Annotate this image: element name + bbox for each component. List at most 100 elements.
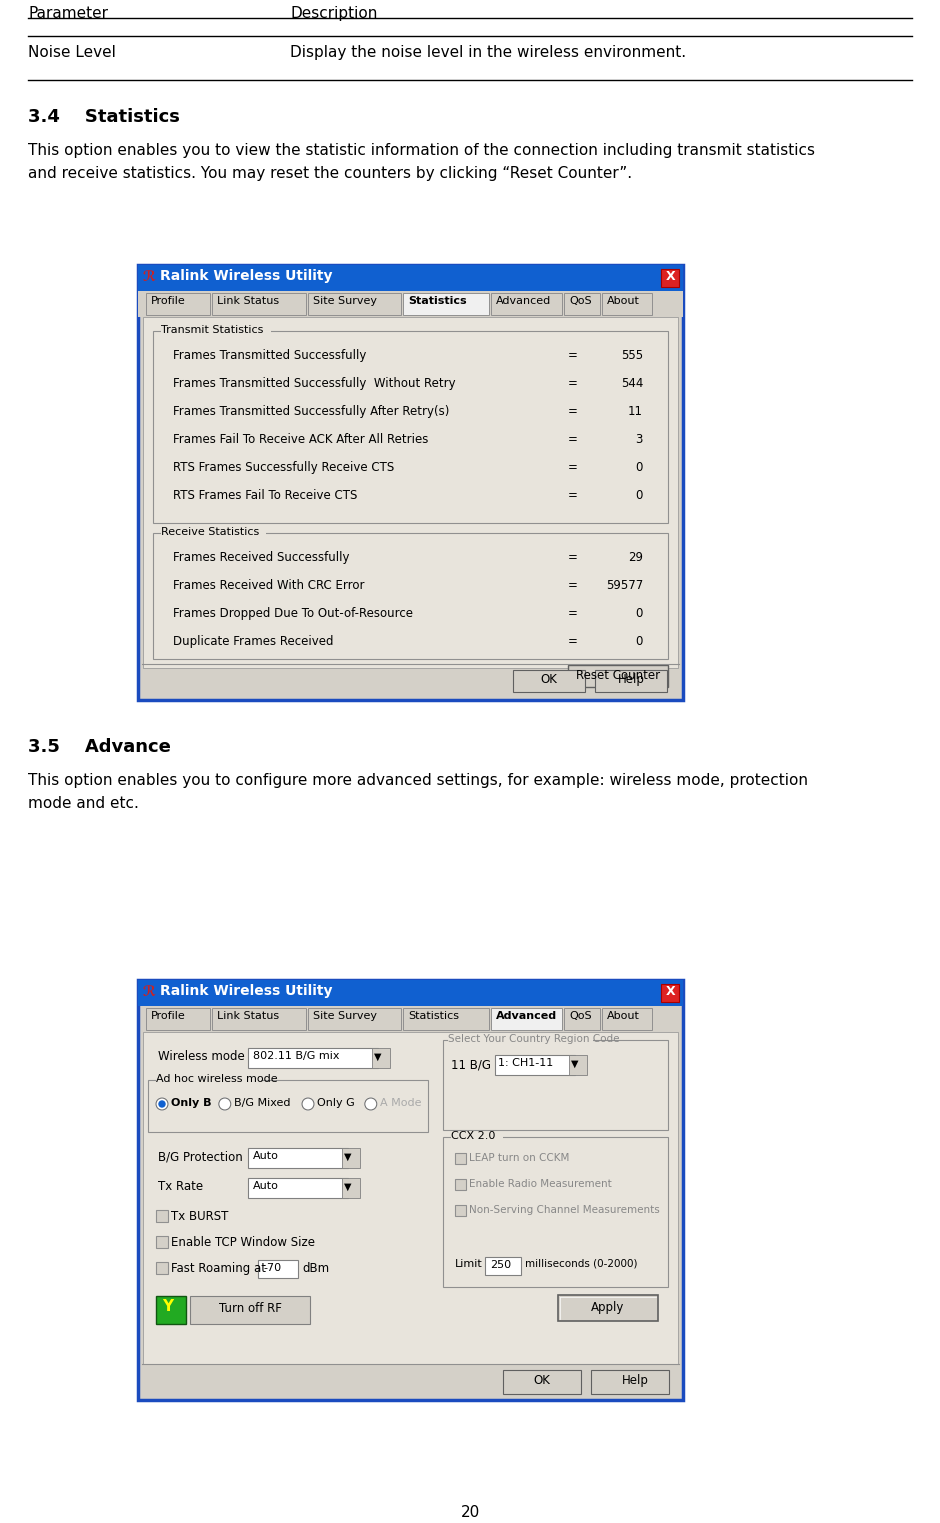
Text: =: =	[568, 461, 578, 474]
Bar	[138, 979, 683, 1400]
Bar	[138, 291, 683, 317]
FancyBboxPatch shape	[258, 1260, 298, 1278]
Text: 0: 0	[635, 608, 643, 620]
FancyBboxPatch shape	[564, 292, 600, 315]
FancyBboxPatch shape	[307, 292, 400, 315]
Text: Site Survey: Site Survey	[313, 295, 377, 306]
Bar	[161, 525, 266, 541]
FancyBboxPatch shape	[146, 292, 211, 315]
Text: About: About	[607, 1011, 640, 1020]
Text: Display the noise level in the wireless environment.: Display the noise level in the wireless …	[290, 46, 686, 59]
Text: Description: Description	[290, 6, 377, 21]
Text: This option enables you to view the statistic information of the connection incl: This option enables you to view the stat…	[28, 143, 815, 158]
Text: Wireless mode: Wireless mode	[158, 1049, 244, 1063]
FancyBboxPatch shape	[153, 330, 668, 522]
FancyBboxPatch shape	[491, 292, 562, 315]
Text: X: X	[666, 270, 676, 283]
Text: 0: 0	[635, 461, 643, 474]
Bar	[569, 1055, 587, 1075]
Text: 0: 0	[635, 489, 643, 503]
Circle shape	[365, 1098, 377, 1110]
Text: Frames Transmitted Successfully: Frames Transmitted Successfully	[173, 349, 367, 362]
Text: Parameter: Parameter	[28, 6, 108, 21]
Text: 250: 250	[490, 1260, 511, 1270]
Text: Ad hoc wireless mode: Ad hoc wireless mode	[156, 1074, 277, 1084]
Text: =: =	[568, 405, 578, 417]
FancyBboxPatch shape	[513, 670, 585, 691]
Text: 59577: 59577	[605, 579, 643, 592]
FancyBboxPatch shape	[403, 292, 489, 315]
Bar	[138, 979, 683, 1007]
FancyBboxPatch shape	[558, 1295, 658, 1320]
Text: Apply: Apply	[591, 1301, 625, 1314]
Text: CCX 2.0: CCX 2.0	[451, 1132, 495, 1141]
Bar	[156, 1296, 186, 1323]
Text: 11: 11	[628, 405, 643, 417]
FancyBboxPatch shape	[248, 1148, 348, 1168]
Circle shape	[159, 1101, 165, 1107]
Text: mode and etc.: mode and etc.	[28, 797, 139, 812]
Circle shape	[302, 1098, 314, 1110]
Text: 1: CH1-11: 1: CH1-11	[498, 1058, 554, 1068]
Text: Noise Level: Noise Level	[28, 46, 116, 59]
Text: 3: 3	[635, 433, 643, 446]
Text: OK: OK	[540, 673, 557, 685]
FancyBboxPatch shape	[602, 292, 652, 315]
Text: This option enables you to configure more advanced settings, for example: wirele: This option enables you to configure mor…	[28, 774, 808, 787]
Text: 544: 544	[620, 378, 643, 390]
FancyBboxPatch shape	[595, 670, 667, 691]
Text: 29: 29	[628, 551, 643, 564]
FancyBboxPatch shape	[146, 1008, 211, 1030]
Text: Turn off RF: Turn off RF	[219, 1302, 281, 1314]
Text: Y: Y	[162, 1299, 173, 1314]
Bar	[448, 1033, 593, 1046]
Text: Tx Rate: Tx Rate	[158, 1180, 203, 1193]
Text: Transmit Statistics: Transmit Statistics	[161, 324, 263, 335]
Circle shape	[156, 1098, 168, 1110]
Text: B/G Protection: B/G Protection	[158, 1150, 243, 1164]
FancyBboxPatch shape	[248, 1177, 348, 1199]
Text: 802.11 B/G mix: 802.11 B/G mix	[253, 1051, 339, 1062]
Text: OK: OK	[534, 1374, 551, 1387]
Bar	[138, 265, 683, 291]
Text: 555: 555	[621, 349, 643, 362]
FancyBboxPatch shape	[148, 1080, 428, 1132]
Text: A Mode: A Mode	[380, 1098, 421, 1109]
Text: Only G: Only G	[317, 1098, 354, 1109]
Text: Site Survey: Site Survey	[313, 1011, 377, 1020]
Bar	[342, 1148, 360, 1168]
Text: =: =	[568, 635, 578, 647]
Bar	[661, 984, 679, 1002]
Bar	[161, 324, 271, 338]
Text: Frames Fail To Receive ACK After All Retries: Frames Fail To Receive ACK After All Ret…	[173, 433, 429, 446]
Text: ▼: ▼	[344, 1151, 352, 1162]
Text: =: =	[568, 579, 578, 592]
Text: 0: 0	[635, 635, 643, 647]
Text: Enable Radio Measurement: Enable Radio Measurement	[469, 1179, 612, 1189]
Text: 11 B/G: 11 B/G	[451, 1058, 491, 1071]
Text: =: =	[568, 378, 578, 390]
Text: and receive statistics. You may reset the counters by clicking “Reset Counter”.: and receive statistics. You may reset th…	[28, 166, 632, 181]
Text: =: =	[568, 551, 578, 564]
FancyBboxPatch shape	[212, 292, 306, 315]
Text: Receive Statistics: Receive Statistics	[161, 527, 259, 538]
Text: X: X	[666, 985, 676, 998]
Text: RTS Frames Successfully Receive CTS: RTS Frames Successfully Receive CTS	[173, 461, 394, 474]
Text: B/G Mixed: B/G Mixed	[234, 1098, 290, 1109]
Text: Statistics: Statistics	[408, 1011, 459, 1020]
Text: Select Your Country Region Code: Select Your Country Region Code	[448, 1034, 619, 1043]
Text: Advanced: Advanced	[495, 1011, 556, 1020]
Bar	[156, 1209, 168, 1221]
Text: Frames Transmitted Successfully  Without Retry: Frames Transmitted Successfully Without …	[173, 378, 456, 390]
FancyBboxPatch shape	[602, 1008, 652, 1030]
FancyBboxPatch shape	[212, 1008, 306, 1030]
Text: =: =	[568, 349, 578, 362]
Text: Profile: Profile	[151, 295, 186, 306]
Bar	[455, 1179, 466, 1189]
Text: Frames Received With CRC Error: Frames Received With CRC Error	[173, 579, 365, 592]
Text: Tx BURST: Tx BURST	[171, 1209, 228, 1223]
Bar	[156, 1263, 168, 1275]
FancyBboxPatch shape	[190, 1296, 310, 1323]
Bar	[138, 265, 683, 701]
Text: Only B: Only B	[171, 1098, 212, 1109]
